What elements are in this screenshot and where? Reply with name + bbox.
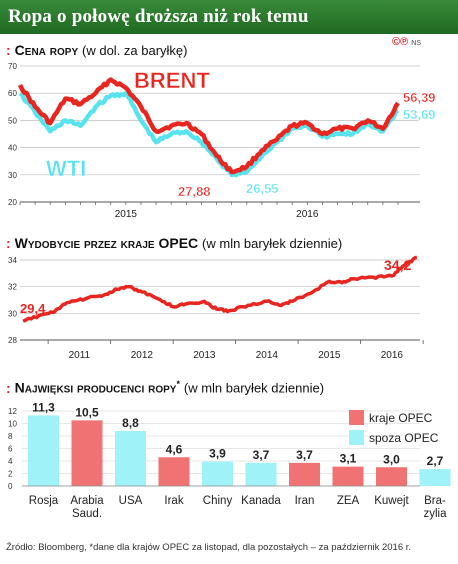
y-tick-label: 60 [8, 89, 17, 98]
bar [376, 467, 407, 486]
category-label: Saud. [72, 508, 102, 520]
page-title: Ropa o połowę droższa niż rok temu [8, 6, 309, 27]
bar [202, 461, 233, 486]
section-marker-icon: : [6, 235, 11, 251]
x-tick-label: 2016 [381, 350, 404, 361]
bar-value-label: 3,0 [383, 452, 400, 466]
category-label: zylia [423, 508, 447, 520]
y-tick-label: 70 [8, 62, 17, 71]
footnote-mark: * [176, 379, 180, 389]
section-title-opec: : Wydobycie przez kraje OPEC (w mln barył… [6, 235, 342, 251]
section-marker-icon: : [6, 379, 11, 396]
bar [289, 462, 320, 486]
category-label: Rosja [29, 495, 59, 507]
bar [158, 457, 190, 486]
bar-value-label: 3,7 [253, 448, 270, 462]
y-tick-label: 4 [8, 457, 13, 466]
bar-value-label: 4,6 [166, 442, 183, 456]
x-tick-label: 2016 [296, 209, 319, 220]
y-tick-label: 12 [8, 407, 17, 416]
y-tick-label: 10 [8, 420, 17, 429]
section-title-price: : Cena ropy (w dol. za baryłkę) [6, 42, 188, 58]
bar-value-label: 2,7 [427, 454, 444, 468]
y-tick-label: 6 [8, 445, 13, 454]
y-tick-label: 30 [8, 171, 17, 180]
y-tick-label: 40 [8, 144, 17, 153]
category-label: Arabia [70, 495, 104, 507]
agency-label: NS [411, 40, 422, 47]
y-tick-label: 30 [8, 309, 17, 318]
y-tick-label: 20 [8, 198, 17, 207]
bar-value-label: 3,1 [340, 452, 357, 466]
bar [28, 415, 59, 486]
title-banner: Ropa o połowę droższa niż rok temu [0, 0, 458, 34]
section-unit: (w mln baryłek dziennie) [202, 236, 343, 251]
category-label: USA [119, 495, 143, 507]
x-tick-label: 2012 [131, 350, 154, 361]
x-tick-label: 2011 [69, 350, 91, 361]
copyright-mark: ©℗ NS [392, 36, 421, 48]
category-label: Kuwejt [374, 495, 409, 507]
section-title-text: Najwięksi producenci ropy [14, 379, 177, 396]
section-unit: (w dol. za baryłkę) [82, 43, 188, 58]
y-tick-label: 50 [8, 116, 17, 125]
bar-value-label: 3,7 [296, 448, 313, 462]
y-tick-label: 8 [8, 432, 13, 441]
legend-label: kraje OPEC [369, 411, 433, 425]
section-unit: (w mln baryłek dziennie) [183, 380, 325, 396]
data-label: 34,2 [384, 257, 411, 273]
series-line-opec [22, 255, 418, 323]
section-marker-icon: : [6, 42, 11, 58]
section-title-text: Cena ropy [14, 42, 79, 58]
series-line-wti [18, 90, 400, 178]
legend-swatch [349, 410, 364, 425]
opec-production-chart: 28 30 32 34 2011 2012 2013 2014 2015 2016 29,4 34,2 [8, 255, 424, 361]
section-title-text: Wydobycie przez kraje OPEC [14, 235, 199, 251]
y-tick-label: 28 [8, 336, 17, 345]
x-tick-label: 2014 [256, 350, 279, 361]
series-line-brent [17, 77, 400, 175]
source-footnote: Źródło: Bloomberg, *dane dla krajów OPEC… [6, 542, 412, 553]
data-label: WTI [46, 156, 86, 181]
category-label: Iran [295, 495, 315, 507]
data-label: 56,39 [403, 90, 436, 105]
y-tick-label: 32 [8, 283, 17, 292]
category-label: Kanada [241, 495, 281, 507]
y-tick-label: 2 [8, 470, 13, 479]
bar [71, 420, 103, 486]
copyright-symbol: ©℗ [392, 36, 409, 48]
bar [332, 466, 364, 486]
x-tick-label: 2013 [193, 350, 216, 361]
data-label: 26,55 [246, 181, 279, 196]
legend-label: spoza OPEC [369, 431, 439, 445]
section-title-producers: : Najwięksi producenci ropy* (w mln barył… [6, 379, 324, 396]
x-tick-label: 2015 [318, 350, 341, 361]
bar-value-label: 3,9 [209, 447, 226, 461]
data-label: BRENT [134, 68, 210, 93]
bar [419, 469, 451, 486]
bar [115, 431, 146, 486]
bar-value-label: 11,3 [32, 400, 55, 414]
category-label: Chiny [203, 495, 233, 507]
data-label: 29,4 [20, 301, 46, 316]
category-label: Irak [164, 495, 183, 507]
y-tick-label: 0 [8, 482, 13, 491]
y-tick-label: 34 [8, 256, 17, 265]
bar-value-label: 10,5 [75, 405, 99, 419]
category-label: Bra- [424, 495, 446, 507]
data-label: 53,69 [403, 107, 436, 122]
data-label: 27,88 [178, 184, 211, 199]
category-label: ZEA [337, 495, 360, 507]
bar-value-label: 8,8 [122, 416, 139, 430]
legend-swatch [349, 430, 364, 445]
bar [245, 462, 277, 486]
oil-price-chart: 20 30 40 50 60 70 2015 2016 BRENT WTI 56,39 53,69 27… [8, 62, 436, 220]
x-tick-label: 2015 [115, 209, 138, 220]
